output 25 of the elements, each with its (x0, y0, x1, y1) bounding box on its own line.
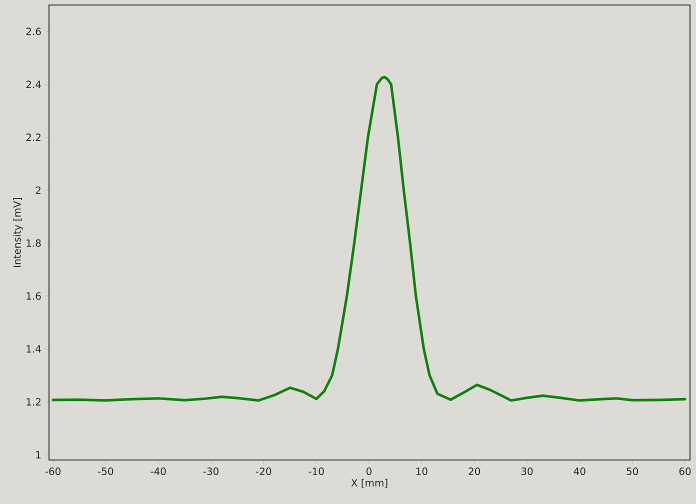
x-tick-label: -20 (256, 468, 272, 476)
x-tick-label: 30 (521, 468, 533, 476)
x-tick-label: 40 (574, 468, 586, 476)
x-tick-label: 0 (366, 468, 372, 476)
y-tick-label: 2 (36, 186, 40, 194)
x-tick-label: -40 (150, 468, 166, 476)
y-tick-label: 1.6 (26, 292, 41, 300)
line-series (52, 76, 686, 402)
y-tick-label: 1 (36, 451, 41, 458)
y-tick-label: 2.2 (26, 134, 40, 141)
y-tick-label: 1.4 (26, 345, 41, 353)
x-tick-label: 20 (468, 468, 480, 476)
x-tick-label: 10 (416, 468, 428, 476)
x-tick-label: -50 (98, 468, 114, 476)
x-tick-label: -10 (308, 468, 324, 476)
x-tick-label: 50 (626, 468, 638, 476)
y-tick-label: 1.2 (26, 398, 40, 406)
x-axis-title: X [mm] (351, 478, 388, 488)
y-axis-title: Intensity [mV] (13, 198, 23, 267)
y-tick-label: 1.8 (26, 239, 41, 247)
x-tick-label: -60 (45, 468, 60, 476)
y-tick-label: 2.4 (26, 80, 41, 88)
x-tick-label: -30 (203, 468, 218, 476)
x-tick-label: 60 (679, 468, 691, 476)
y-tick-label: 2.6 (26, 28, 41, 36)
